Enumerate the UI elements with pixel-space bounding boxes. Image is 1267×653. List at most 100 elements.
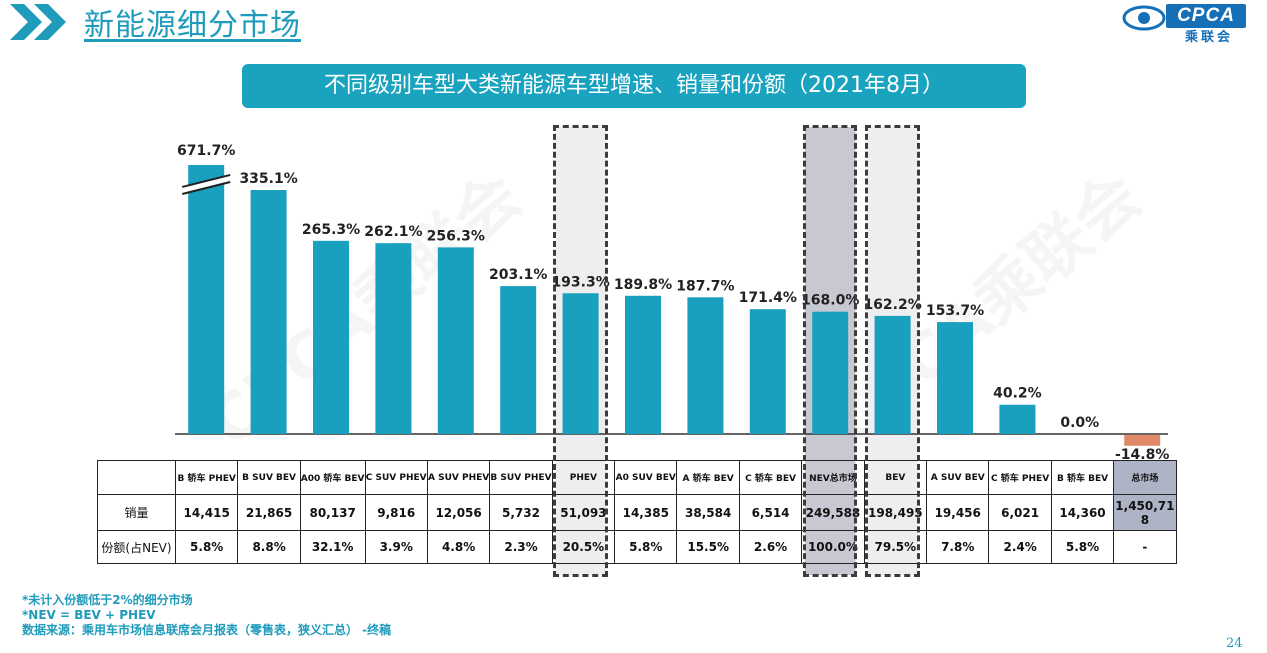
table-cell-share: 5.8% [1050,530,1115,564]
value-label: 171.4% [739,290,797,306]
footnote: 数据来源：乘用车市场信息联席会月报表（零售表，狭义汇总） -终稿 [22,623,392,637]
value-label: -14.8% [1115,447,1169,463]
page-title: 新能源细分市场 [84,8,301,43]
table-header-cell: C SUV PHEV [364,460,428,495]
table-cell-share: 3.9% [364,530,428,564]
table-cell-share: 15.5% [676,530,740,564]
bar [1124,435,1161,446]
table-row-share: 份额(占NEV) 5.8% 8.8% 32.1% 3.9% 4.8% 2.3% 20.5% 5.… [97,530,1177,564]
table-header-cell: A SUV BEV [926,460,990,495]
table-cell-sales: 1,450,718 [1113,494,1177,531]
axis-break-mark [181,174,231,188]
bar [687,297,724,434]
table-header-cell: B SUV PHEV [489,460,553,495]
table-cell-share: 4.8% [426,530,491,564]
bar [500,286,537,434]
bar [250,190,287,434]
table-corner-cell [97,460,176,495]
table-row-label: 份额(占NEV) [97,530,176,564]
table-header-cell: B 轿车 PHEV [174,460,239,495]
table-header-cell: BEV [863,460,928,495]
bar [812,311,849,434]
bar [188,165,225,434]
table-cell-share: 7.8% [926,530,990,564]
value-label: 203.1% [489,267,547,283]
table-cell-share: 2.3% [489,530,553,564]
logo-text: CPCA [1166,4,1246,28]
logo-subtext: 乘联会 [1184,30,1233,45]
table-header-cell: 总市场 [1113,460,1177,495]
table-cell-share: 8.8% [237,530,301,564]
table-cell-share: 2.6% [738,530,803,564]
bar [999,404,1036,434]
value-label: 187.7% [676,278,734,294]
table-cell-sales: 19,456 [926,494,990,531]
table-header-cell: B 轿车 BEV [1050,460,1115,495]
table-cell-sales: 38,584 [676,494,740,531]
table-cell-sales: 6,514 [738,494,803,531]
bar [874,315,911,434]
table-header-cell: NEV总市场 [801,460,865,495]
value-label: 671.7% [177,143,235,159]
axis-break-mark [181,181,231,195]
table-cell-sales: 14,360 [1050,494,1115,531]
table-header-cell: A 轿车 BEV [676,460,740,495]
table-cell-share: 5.8% [614,530,678,564]
axis-break-gap [182,176,231,193]
table-header-cell: A00 轿车 BEV [299,460,366,495]
table-header-cell: C 轿车 PHEV [988,460,1052,495]
table-row-label: 销量 [97,494,176,531]
bar [437,247,474,434]
value-label: 193.3% [551,274,609,290]
table-cell-share: - [1113,530,1177,564]
table-cell-sales: 5,732 [489,494,553,531]
footnotes: *未计入份额低于2%的细分市场 *NEV = BEV + PHEV 数据来源：乘… [22,593,391,638]
bar [625,295,661,434]
table-header-cell: A0 SUV BEV [614,460,678,495]
footnote: *NEV = BEV + PHEV [22,608,156,622]
table-cell-share: 79.5% [863,530,928,564]
table-cell-sales: 21,865 [237,494,301,531]
bar [313,240,349,434]
value-label: 162.2% [863,297,921,313]
bar [749,309,786,434]
table-cell-sales: 6,021 [988,494,1052,531]
bar [375,243,412,434]
table-cell-sales: 12,056 [426,494,491,531]
table-cell-sales: 14,385 [614,494,678,531]
table-cell-share: 2.4% [988,530,1052,564]
footnote: *未计入份额低于2%的细分市场 [22,593,193,607]
table-header-cell: PHEV [551,460,616,495]
chart-title: 不同级别车型大类新能源车型增速、销量和份额（2021年8月） [242,64,1026,108]
table-row-sales: 销量 14,415 21,865 80,137 9,816 12,056 5,732 51,0… [97,494,1177,531]
bar [937,322,973,434]
value-label: 262.1% [364,224,422,240]
value-label: 335.1% [239,171,297,187]
value-label: 189.8% [614,277,672,293]
table-header-cell: C 轿车 BEV [738,460,803,495]
table-cell-share: 5.8% [174,530,239,564]
page-number: 24 [1226,636,1243,651]
table-cell-sales: 198,495 [863,494,928,531]
header-chevron-icon [10,4,66,40]
table-header-cell: B SUV BEV [237,460,301,495]
table-cell-share: 20.5% [551,530,616,564]
table-cell-share: 32.1% [299,530,366,564]
value-label: 153.7% [926,303,984,319]
cpca-logo: CPCA 乘联会 [1120,0,1250,45]
value-label: 40.2% [993,386,1042,402]
value-label: 0.0% [1060,415,1099,431]
value-label: 256.3% [427,228,485,244]
table-cell-sales: 14,415 [174,494,239,531]
bar [562,293,599,434]
value-label: 265.3% [302,222,360,238]
table-cell-sales: 51,093 [551,494,616,531]
cpca-emblem-icon [1122,5,1166,31]
table-cell-sales: 249,588 [801,494,865,531]
table-header-row: B 轿车 PHEV B SUV BEV A00 轿车 BEV C SUV PHEV A … [97,460,1177,495]
table-cell-sales: 80,137 [299,494,366,531]
value-label: 168.0% [801,293,859,309]
table-cell-sales: 9,816 [364,494,428,531]
data-table: B 轿车 PHEV B SUV BEV A00 轿车 BEV C SUV PHEV A … [97,460,1177,564]
table-header-cell: A SUV PHEV [426,460,491,495]
